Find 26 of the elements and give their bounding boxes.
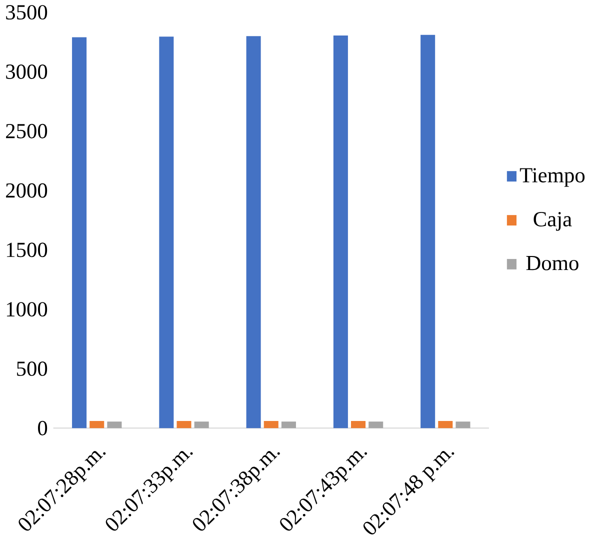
legend-label: Caja	[534, 212, 572, 231]
legend-label: Domo	[526, 256, 578, 270]
y-tick-label: 1000	[6, 302, 48, 316]
bar	[176, 420, 192, 428]
y-tick-label: 0	[38, 420, 48, 436]
y-tick-label: 2500	[6, 124, 48, 138]
y-tick-label: 3000	[6, 64, 48, 79]
bar	[159, 36, 174, 428]
bar	[333, 35, 348, 428]
legend-label: Tiempo	[520, 168, 585, 187]
y-tick-label: 2000	[6, 183, 48, 198]
bar	[420, 34, 436, 428]
bar	[90, 420, 104, 428]
bar	[107, 421, 122, 428]
bar	[246, 36, 261, 428]
bar	[194, 421, 209, 428]
bar	[264, 420, 278, 428]
y-tick-label: 500	[17, 361, 48, 376]
bar	[281, 421, 296, 428]
y-tick-label: 3500	[6, 4, 48, 20]
y-tick-label: 1500	[6, 242, 48, 258]
bar	[351, 420, 366, 428]
bar	[72, 37, 87, 428]
bar	[438, 420, 453, 428]
bar	[456, 421, 470, 428]
bar	[368, 421, 384, 428]
